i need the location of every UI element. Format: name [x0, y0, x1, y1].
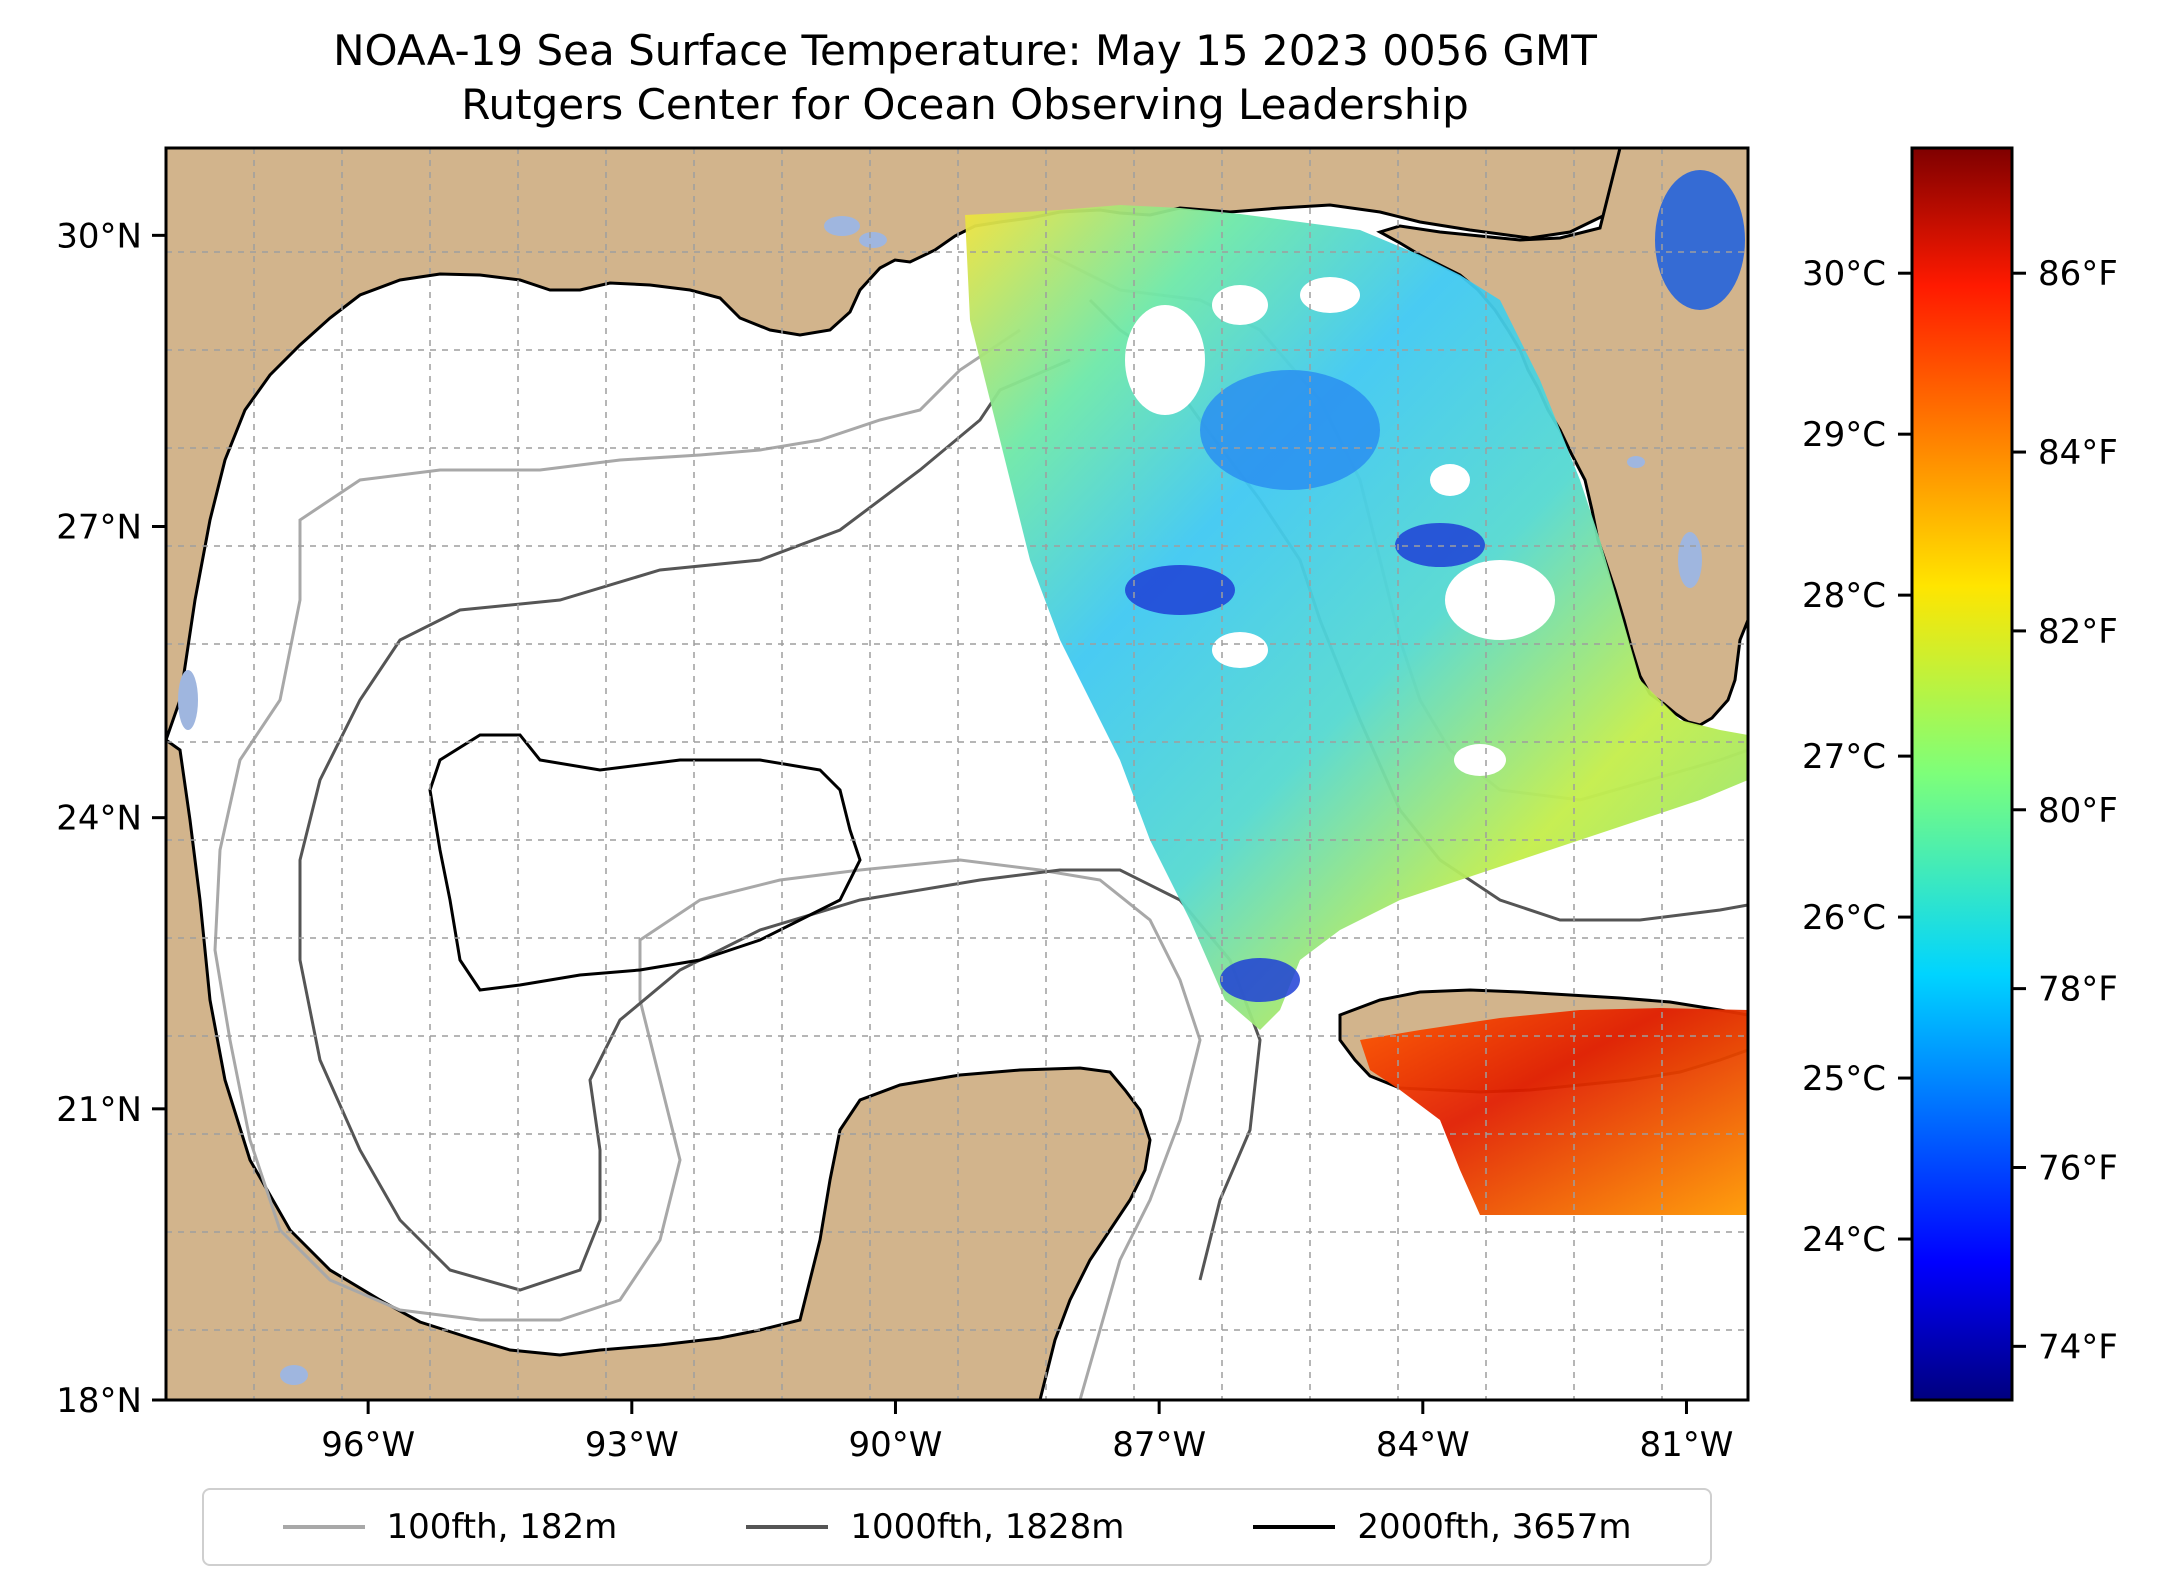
bathymetry-legend: 100fth, 182m 1000fth, 1828m 2000fth, 365…: [202, 1488, 1712, 1566]
lon-tick-label: 96°W: [321, 1425, 415, 1465]
colorbar: [1910, 146, 2014, 1402]
legend-swatch-1000fth: [746, 1525, 829, 1529]
us-gulf-coast-land: [166, 148, 1622, 741]
colorbar-f-tick-label: 84°F: [2038, 433, 2118, 473]
lakes: [178, 216, 1702, 1385]
legend-item-1000fth: 1000fth, 1828m: [746, 1507, 1124, 1547]
legend-item-100fth: 100fth, 182m: [282, 1507, 618, 1547]
colorbar-f-tick-label: 78°F: [2038, 970, 2118, 1010]
gridlines: [166, 148, 1748, 1400]
longitude-axis: 96°W 93°W 90°W 87°W 84°W 81°W: [321, 1400, 1733, 1465]
colorbar-c-tick-label: 26°C: [1802, 898, 1886, 938]
colorbar-f-tick-label: 76°F: [2038, 1148, 2118, 1188]
colorbar-c-tick-label: 28°C: [1802, 576, 1886, 616]
florida-land: [1376, 148, 1748, 727]
cloud-gaps: [1125, 277, 1555, 776]
lon-tick-label: 84°W: [1376, 1425, 1470, 1465]
colorbar-f-tick-label: 80°F: [2038, 791, 2118, 831]
latitude-axis: 18°N 21°N 24°N 27°N 30°N: [56, 216, 166, 1421]
lon-tick-label: 93°W: [585, 1425, 679, 1465]
colorbar-c-tick-label: 24°C: [1802, 1220, 1886, 1260]
legend-label-1000fth: 1000fth, 1828m: [850, 1507, 1125, 1547]
colorbar-c-tick-label: 30°C: [1802, 254, 1886, 294]
colorbar-f-tick-label: 74°F: [2038, 1327, 2118, 1367]
colorbar-fahrenheit-axis: 74°F 76°F 78°F 80°F 82°F 84°F 86°F: [2012, 254, 2118, 1367]
lat-tick-label: 24°N: [56, 799, 142, 839]
legend-swatch-100fth: [282, 1525, 365, 1529]
map-area: [166, 148, 1748, 1400]
lon-tick-label: 81°W: [1640, 1425, 1734, 1465]
legend-item-2000fth: 2000fth, 3657m: [1253, 1507, 1631, 1547]
legend-label-100fth: 100fth, 182m: [386, 1507, 618, 1547]
sst-warm-band: [1360, 1008, 1748, 1215]
legend-label-2000fth: 2000fth, 3657m: [1357, 1507, 1632, 1547]
colorbar-f-tick-label: 86°F: [2038, 254, 2118, 294]
lat-tick-label: 27°N: [56, 508, 142, 548]
lat-tick-label: 18°N: [56, 1381, 142, 1421]
map-frame: [164, 146, 1750, 1402]
colorbar-c-tick-label: 25°C: [1802, 1059, 1886, 1099]
colorbar-f-tick-label: 82°F: [2038, 612, 2118, 652]
colorbar-c-tick-label: 29°C: [1802, 415, 1886, 455]
contour-2000fth: [428, 733, 862, 992]
lat-tick-label: 21°N: [56, 1090, 142, 1130]
colorbar-c-tick-label: 27°C: [1802, 737, 1886, 777]
sst-cool-patches: [1125, 170, 1745, 1002]
legend-swatch-2000fth: [1253, 1525, 1336, 1529]
lon-tick-label: 90°W: [849, 1425, 943, 1465]
colorbar-celsius-axis: 24°C 25°C 26°C 27°C 28°C 29°C 30°C: [1802, 254, 1912, 1260]
map-title-line-1: NOAA-19 Sea Surface Temperature: May 15 …: [333, 26, 1597, 75]
mexico-land: [166, 738, 1152, 1400]
map-title-line-2: Rutgers Center for Ocean Observing Leade…: [461, 80, 1469, 129]
lon-tick-label: 87°W: [1112, 1425, 1206, 1465]
lat-tick-label: 30°N: [56, 216, 142, 256]
